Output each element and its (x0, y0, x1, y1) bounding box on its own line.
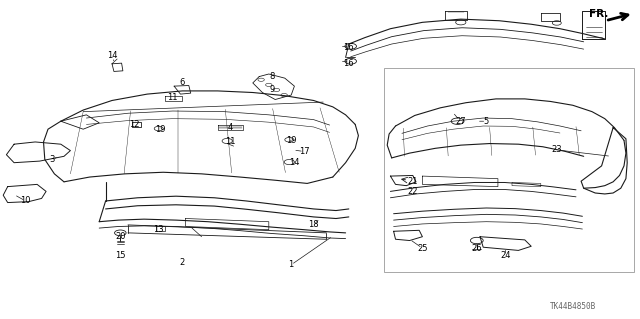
Text: 14: 14 (107, 51, 117, 60)
Text: 5: 5 (484, 117, 489, 126)
Text: 16: 16 (344, 43, 354, 52)
Text: 17: 17 (299, 147, 309, 156)
Bar (384, 68, 634, 272)
Text: 22: 22 (408, 187, 418, 196)
Text: 9: 9 (269, 85, 275, 94)
Text: 6: 6 (180, 78, 185, 87)
Text: 2: 2 (180, 258, 185, 267)
Text: 18: 18 (308, 220, 319, 229)
Text: 8: 8 (269, 72, 275, 81)
Text: FR.: FR. (589, 9, 609, 19)
Text: 13: 13 (154, 225, 164, 234)
Text: 3: 3 (50, 155, 55, 164)
Text: 11: 11 (168, 93, 178, 102)
Text: 23: 23 (552, 145, 562, 154)
Text: 26: 26 (472, 244, 482, 253)
Text: 24: 24 (500, 251, 511, 260)
Text: 21: 21 (408, 177, 418, 186)
Text: 15: 15 (115, 251, 125, 260)
Text: 4: 4 (228, 123, 233, 132)
Text: 27: 27 (456, 117, 466, 126)
Text: 14: 14 (289, 158, 300, 167)
Text: 11: 11 (225, 137, 236, 146)
Text: 19: 19 (155, 125, 165, 134)
Text: 20: 20 (115, 232, 125, 241)
Text: 10: 10 (20, 197, 31, 205)
Text: 19: 19 (286, 136, 296, 145)
Text: 25: 25 (417, 244, 428, 253)
Text: 16: 16 (344, 59, 354, 68)
Text: TK44B4850B: TK44B4850B (550, 302, 596, 311)
Text: 1: 1 (289, 260, 294, 269)
Text: 12: 12 (129, 120, 140, 129)
